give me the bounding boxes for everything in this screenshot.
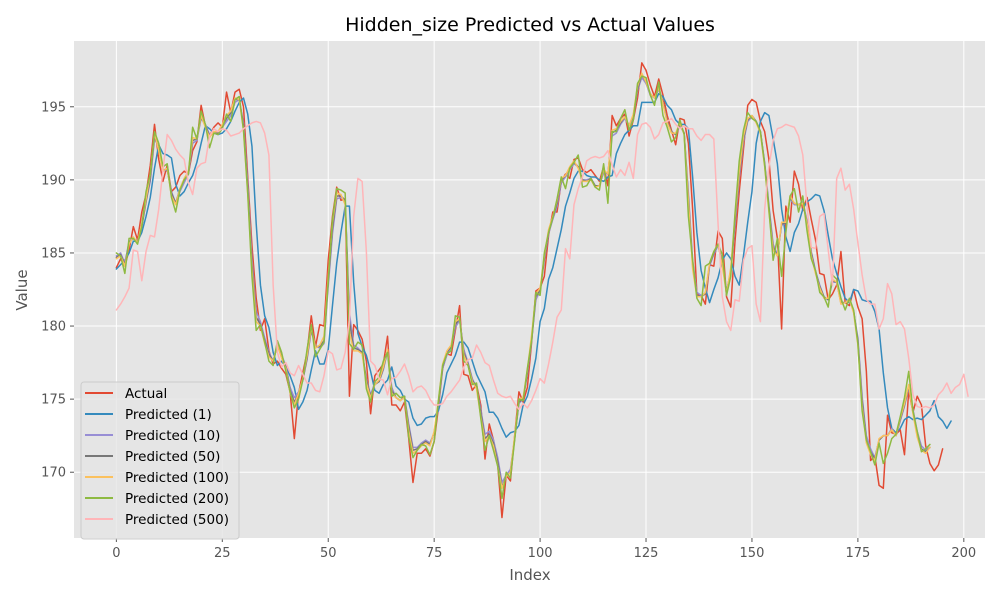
legend-label-predicted-100: Predicted (100) <box>125 470 229 486</box>
x-tick-label: 0 <box>112 546 120 561</box>
x-tick-label: 150 <box>740 546 765 561</box>
series-line-predicted-1 <box>115 92 952 438</box>
y-tick-label: 180 <box>41 320 66 335</box>
x-axis-label: Index <box>509 566 550 584</box>
y-tick-label: 190 <box>41 173 66 188</box>
legend-label-predicted-200: Predicted (200) <box>125 491 229 507</box>
legend-label-predicted-50: Predicted (50) <box>125 449 220 465</box>
legend-label-actual: Actual <box>125 386 167 402</box>
x-tick-label: 50 <box>320 546 337 561</box>
x-tick-label: 25 <box>214 546 231 561</box>
axis-ticks: 0 25 50 75 100 125 150 175 200 170 175 180 185 190 195 <box>41 100 976 561</box>
legend-label-predicted-500: Predicted (500) <box>125 512 229 528</box>
y-tick-label: 175 <box>41 393 66 408</box>
x-tick-label: 125 <box>634 546 659 561</box>
y-tick-label: 195 <box>41 100 66 115</box>
legend-box <box>80 381 240 540</box>
chart-title: Hidden_size Predicted vs Actual Values <box>345 14 715 36</box>
legend-label-predicted-1: Predicted (1) <box>125 407 212 423</box>
series-line-predicted-200 <box>115 75 931 500</box>
y-axis-label: Value <box>13 269 31 310</box>
series-lines <box>115 62 969 519</box>
series-line-predicted-500 <box>115 117 969 411</box>
x-tick-label: 175 <box>845 546 870 561</box>
x-tick-label: 200 <box>951 546 976 561</box>
x-tick-label: 75 <box>426 546 443 561</box>
legend-label-predicted-10: Predicted (10) <box>125 428 220 444</box>
legend: Actual Predicted (1) Predicted (10) Predict… <box>80 381 240 540</box>
x-tick-label: 100 <box>528 546 553 561</box>
y-tick-label: 170 <box>41 466 66 481</box>
y-tick-label: 185 <box>41 246 66 261</box>
